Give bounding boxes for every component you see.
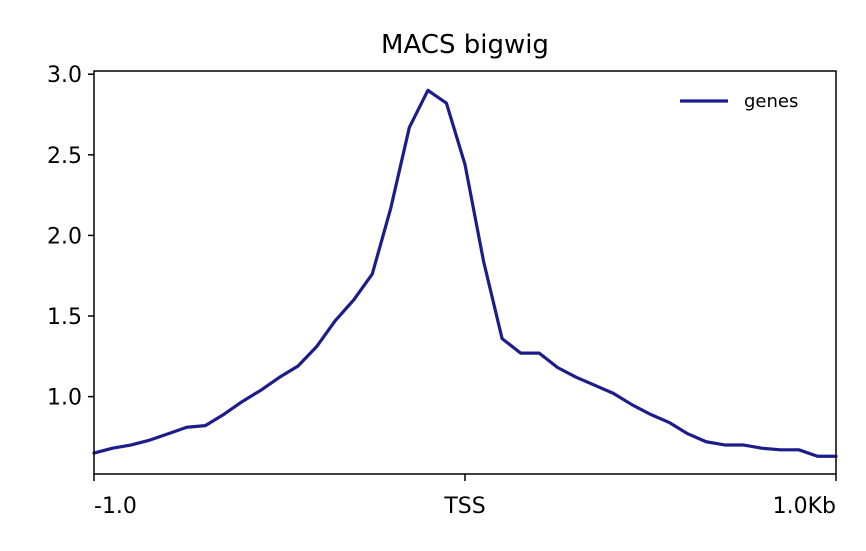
chart-title: MACS bigwig [381,30,549,60]
y-tick-label: 1.5 [47,305,82,330]
x-tick-label: TSS [443,494,485,519]
y-tick-label: 2.0 [47,224,82,249]
y-tick-label: 3.0 [47,63,82,88]
legend-label-genes: genes [744,91,798,112]
legend: genes [680,91,798,112]
x-tick-label: 1.0Kb [773,494,836,519]
plot-area [92,88,838,458]
axes: 1.0 1.5 2.0 2.5 3.0 -1.0 TSS 1.0Kb [47,63,837,519]
y-tick-label: 2.5 [47,144,82,169]
x-tick-label: -1.0 [94,494,137,519]
y-tick-label: 1.0 [47,386,82,411]
series-line-genes [92,88,838,458]
